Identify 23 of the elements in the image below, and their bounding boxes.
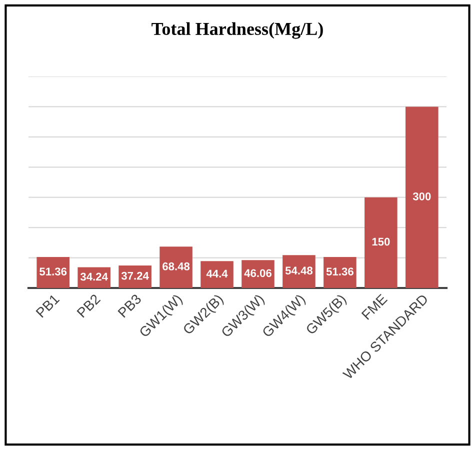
chart-title: Total Hardness(Mg/L) <box>152 22 323 39</box>
bar <box>242 260 274 288</box>
data-label: 51.36 <box>326 268 354 276</box>
x-tick-label: PB3 <box>118 294 142 318</box>
data-label: 150 <box>372 238 390 246</box>
bar <box>282 255 316 288</box>
data-label: 51.36 <box>40 268 67 276</box>
bar <box>200 261 234 288</box>
bar <box>160 246 192 288</box>
bar <box>324 256 356 288</box>
x-tick-label: PB2 <box>76 294 101 318</box>
data-label: 68.48 <box>162 262 190 270</box>
data-label: 34.24 <box>80 272 108 281</box>
data-label: 300 <box>412 192 431 200</box>
data-label: 46.06 <box>244 269 272 278</box>
bar <box>118 265 152 288</box>
bar <box>364 197 398 288</box>
bar <box>406 106 438 288</box>
bar <box>36 256 70 288</box>
data-label: 37.24 <box>121 272 149 280</box>
data-label: 44.4 <box>206 270 228 278</box>
data-label: 54.48 <box>285 266 313 275</box>
x-tick-label: PB1 <box>36 294 60 318</box>
